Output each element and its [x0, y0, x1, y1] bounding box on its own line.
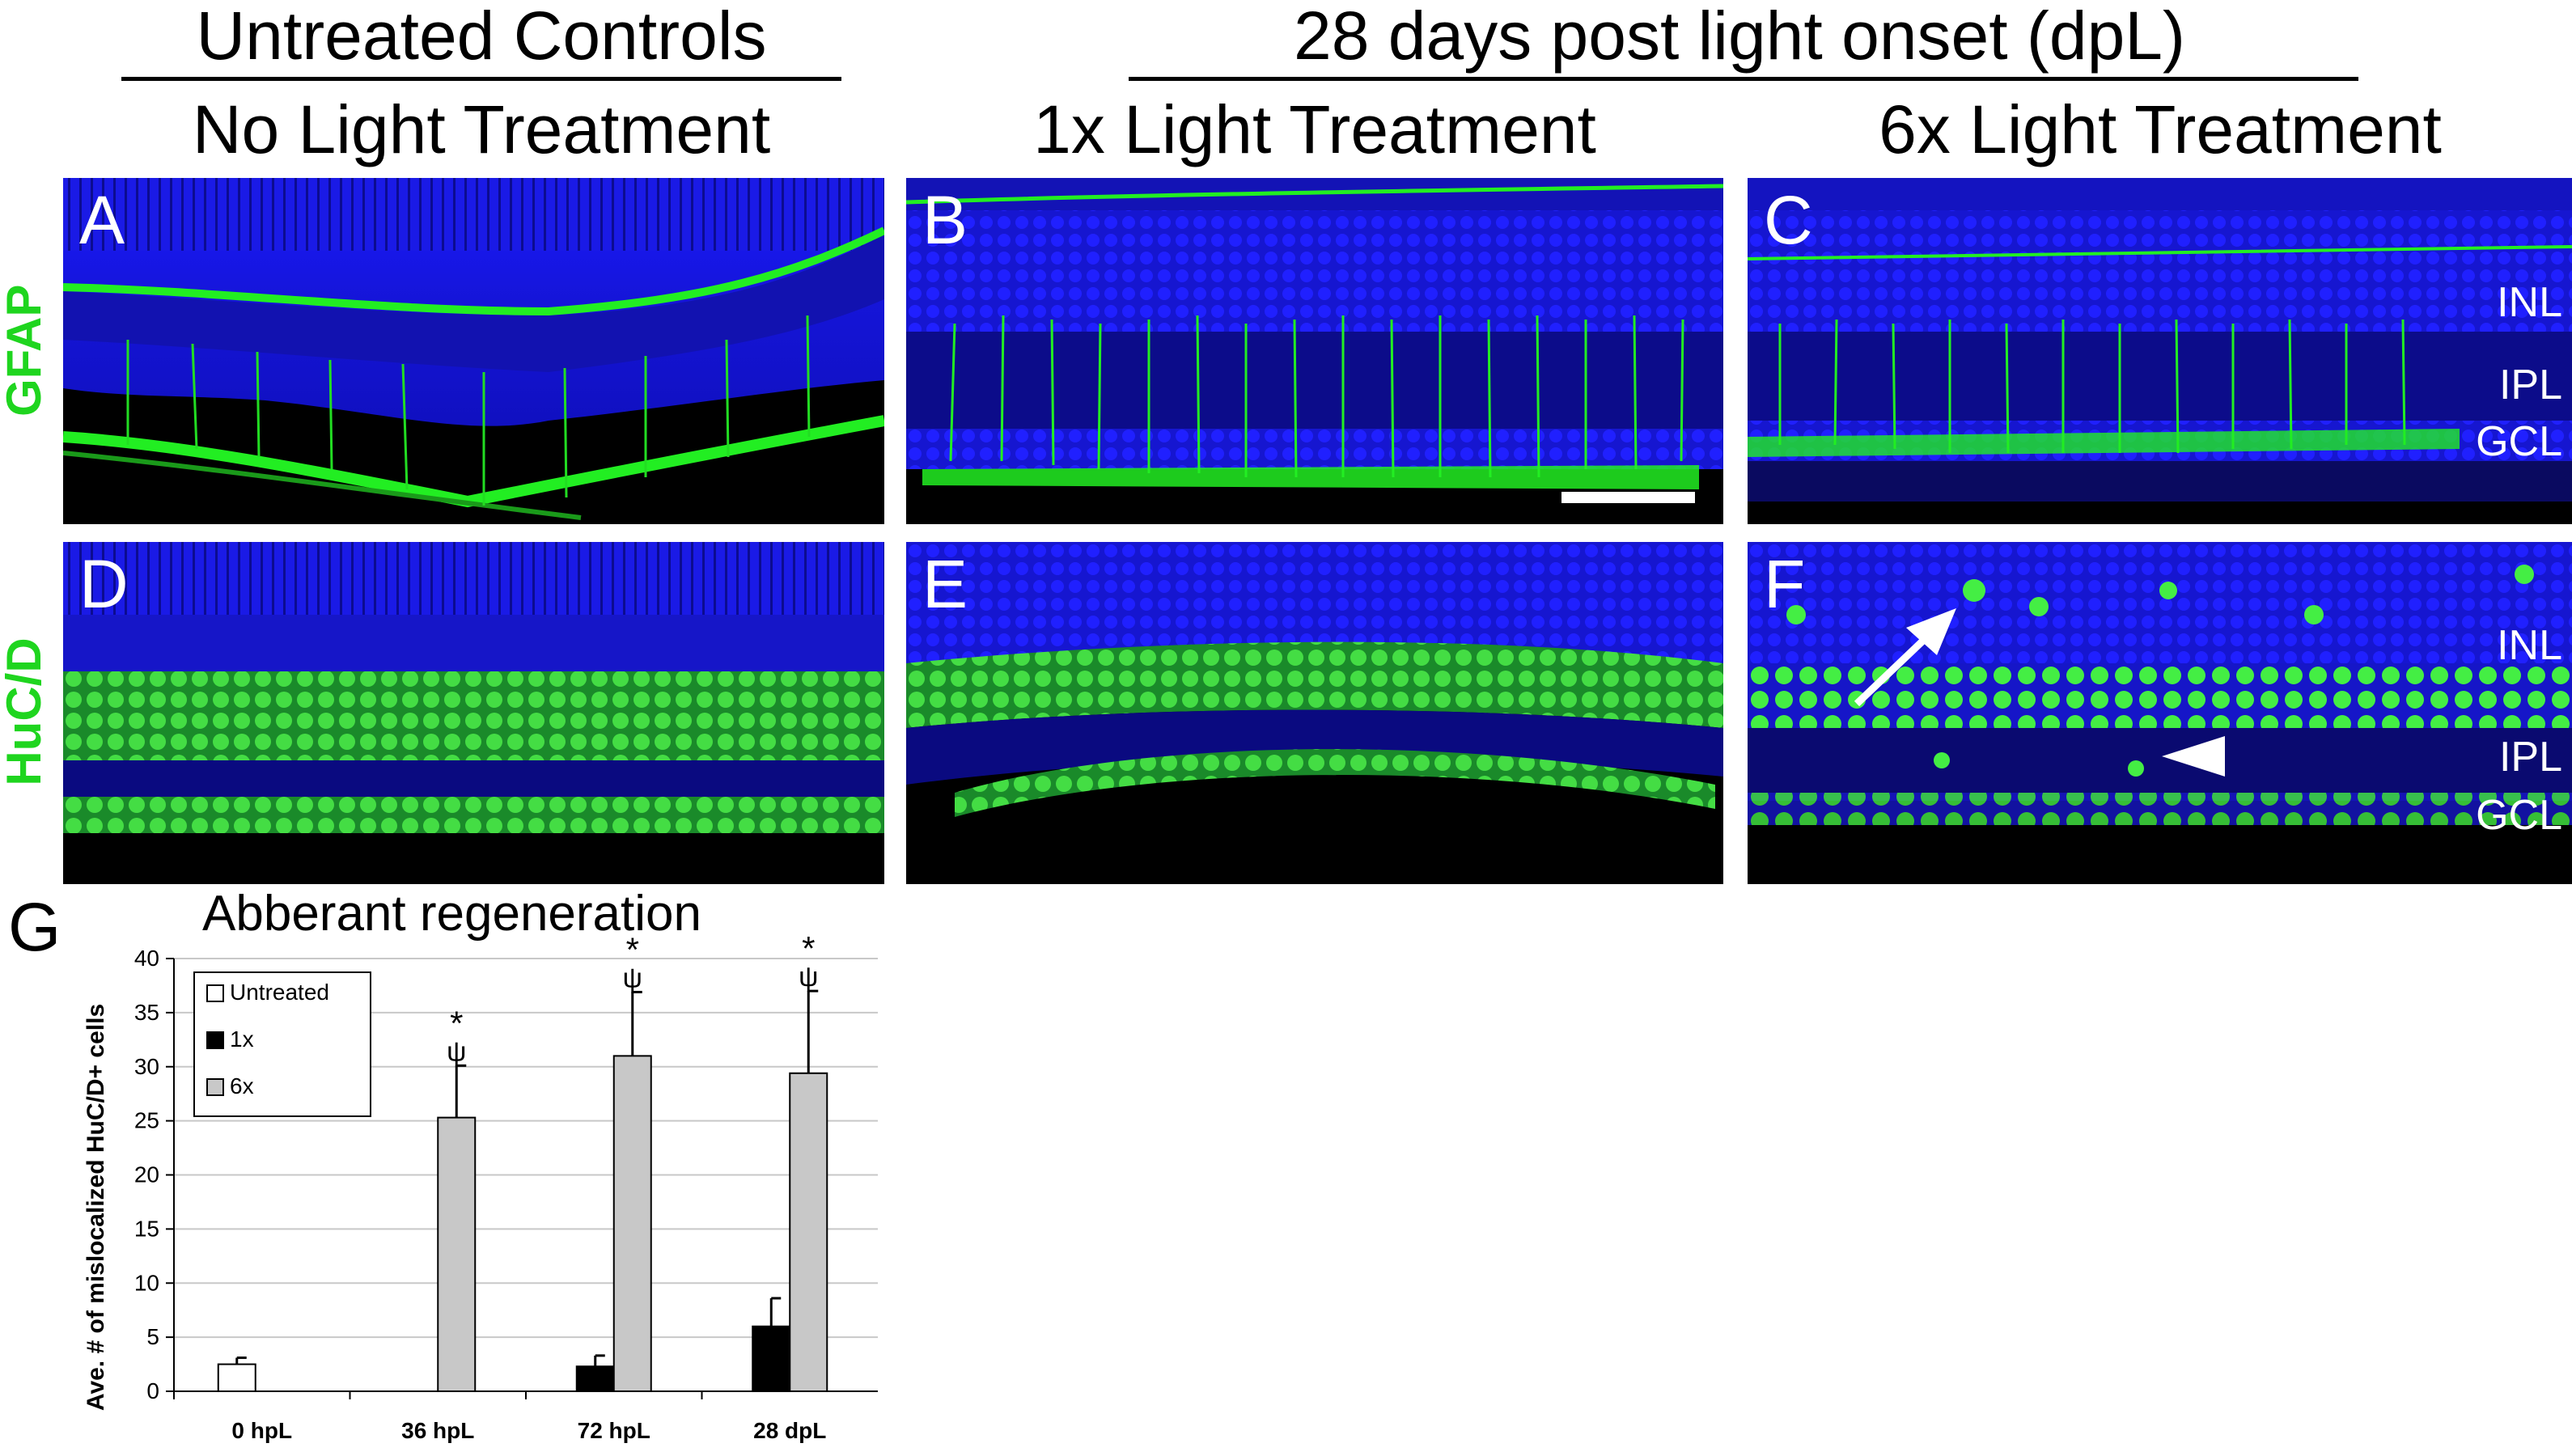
- panel-b-image: [906, 178, 1723, 489]
- legend-label-1x: 1x: [230, 1026, 254, 1052]
- panel-d-hucd-untreated: D: [63, 542, 884, 884]
- panel-b-label: B: [922, 182, 968, 258]
- bar-6x: [437, 1116, 477, 1392]
- y-tick-label: 30: [134, 1054, 159, 1079]
- panel-f-inl-label: INL: [2497, 622, 2562, 669]
- panel-a-label: A: [79, 182, 125, 258]
- header-6x-light: 6x Light Treatment: [1879, 91, 2442, 167]
- y-tick-label: 10: [134, 1270, 159, 1295]
- panel-c-inl-label: INL: [2497, 279, 2562, 326]
- header-untreated-controls: Untreated Controls: [196, 0, 767, 74]
- x-tick-label: 36 hpL: [401, 1418, 474, 1443]
- panel-b-gfap-1x: B: [906, 178, 1723, 524]
- header-rule-left: [121, 77, 841, 81]
- x-tick-label: 72 hpL: [578, 1418, 650, 1443]
- annotation-psi: ψ: [623, 963, 642, 993]
- panel-a-image: [63, 178, 884, 520]
- annotation-star: *: [450, 1004, 463, 1042]
- annotation-star: *: [802, 929, 815, 967]
- x-tick-label: 28 dpL: [753, 1418, 826, 1443]
- y-axis-label: Ave. # of mislocalized HuC/D+ cells: [83, 1004, 109, 1411]
- panel-c-label: C: [1764, 182, 1813, 258]
- panel-f-hucd-6x: F INL IPL GCL: [1748, 542, 2572, 884]
- panel-e-image: [906, 542, 1723, 817]
- chart-title: Abberant regeneration: [202, 886, 701, 942]
- panel-e-hucd-1x: E: [906, 542, 1723, 884]
- header-rule-right: [1129, 77, 2358, 81]
- chart-g-abberant-regeneration: G Abberant regeneration 0 5 10 15 20 25 30 35 40 Av…: [8, 886, 878, 1443]
- panel-f-label: F: [1764, 546, 1806, 622]
- panel-e-label: E: [922, 546, 968, 622]
- row-label-gfap: GFAP: [0, 284, 51, 417]
- panel-f-gcl-label: GCL: [2476, 792, 2562, 839]
- chart-panel-label: G: [8, 889, 61, 965]
- y-tick-label: 35: [134, 1000, 159, 1025]
- x-tick-label: 0 hpL: [231, 1418, 292, 1443]
- y-tick-label: 15: [134, 1216, 159, 1241]
- panel-c-image: [1748, 178, 2572, 502]
- bar-6x: [789, 1072, 828, 1392]
- legend-swatch-1x: [206, 1031, 224, 1049]
- legend-swatch-6x: [206, 1078, 224, 1096]
- scale-bar: [1561, 492, 1695, 503]
- panel-f-ipl-label: IPL: [2498, 734, 2562, 781]
- panel-c-gfap-6x: C INL IPL GCL: [1748, 178, 2572, 524]
- legend-label-untreated: Untreated: [230, 980, 329, 1005]
- header-1x-light: 1x Light Treatment: [1033, 91, 1596, 167]
- y-tick-label: 25: [134, 1108, 159, 1133]
- y-tick-label: 5: [146, 1324, 159, 1349]
- annotation-star: *: [626, 930, 639, 968]
- bar-1x: [752, 1325, 791, 1392]
- annotation-psi: ψ: [447, 1036, 466, 1067]
- panel-d-label: D: [79, 546, 129, 622]
- bar-1x: [575, 1365, 615, 1392]
- legend-swatch-untreated: [206, 984, 224, 1002]
- panel-f-image: [1748, 542, 2572, 825]
- bar-6x: [612, 1055, 652, 1392]
- panel-a-gfap-untreated: A: [63, 178, 884, 524]
- panel-d-image: [63, 542, 884, 833]
- y-tick-label: 40: [134, 946, 159, 971]
- annotation-psi: ψ: [799, 962, 818, 993]
- legend-label-6x: 6x: [230, 1073, 254, 1098]
- y-tick-label: 0: [146, 1378, 159, 1403]
- panel-c-ipl-label: IPL: [2498, 362, 2562, 408]
- bar-untreated: [217, 1363, 256, 1392]
- row-label-hucd: HuC/D: [0, 637, 51, 786]
- y-tick-label: 20: [134, 1162, 159, 1187]
- header-28-days: 28 days post light onset (dpL): [1293, 0, 2185, 74]
- header-no-light: No Light Treatment: [192, 91, 771, 167]
- panel-c-gcl-label: GCL: [2476, 418, 2562, 465]
